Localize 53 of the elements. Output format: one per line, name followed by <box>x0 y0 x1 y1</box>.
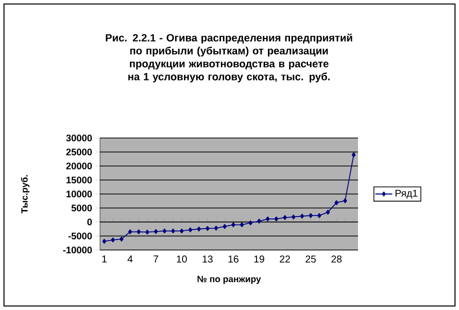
point <box>240 222 244 228</box>
x-axis-title: № по ранжиру <box>198 276 261 284</box>
y-tick-label: 20000 <box>66 162 92 170</box>
point <box>110 237 115 242</box>
x-tick-label: 13 <box>202 256 213 263</box>
point <box>188 227 192 232</box>
y-tick-label: 5000 <box>71 204 92 212</box>
point <box>292 214 296 220</box>
y-tick-label: 30000 <box>66 134 92 142</box>
x-tick-label: 22 <box>280 256 290 262</box>
point <box>136 229 141 234</box>
x-tick-label: 16 <box>228 256 238 263</box>
point <box>222 224 227 229</box>
point <box>214 226 218 231</box>
y-tick-label: 10000 <box>66 190 92 198</box>
point <box>102 238 106 244</box>
point <box>308 213 313 218</box>
point <box>145 230 150 235</box>
point <box>248 220 252 226</box>
point <box>282 215 287 220</box>
y-axis-title: Тыс.руб. <box>20 175 30 214</box>
point <box>120 236 124 242</box>
point <box>300 214 304 219</box>
point <box>231 222 236 228</box>
point <box>352 152 356 158</box>
point <box>171 228 176 234</box>
y-tick-label: 0 <box>87 218 92 226</box>
point <box>257 218 262 224</box>
y-tick-label: 25000 <box>66 148 92 156</box>
point <box>206 226 210 231</box>
x-tick-label: 28 <box>331 256 342 263</box>
point <box>334 200 338 206</box>
x-tick-label: 25 <box>306 256 316 263</box>
point <box>317 213 322 218</box>
y-tick-label: -10000 <box>63 246 92 254</box>
point <box>343 198 348 204</box>
legend-label: Ряд1 <box>396 190 418 199</box>
x-tick-label: 4 <box>128 256 133 262</box>
y-tick-label: -5000 <box>68 232 92 240</box>
point <box>128 229 132 234</box>
x-tick-label: 10 <box>176 256 187 263</box>
point <box>326 210 330 215</box>
point <box>180 228 184 234</box>
point <box>162 228 166 234</box>
y-tick-label: 15000 <box>66 176 92 184</box>
x-tick-label: 1 <box>102 256 107 262</box>
point <box>196 226 201 232</box>
point <box>266 216 270 222</box>
x-tick-label: 7 <box>154 256 158 262</box>
point <box>154 229 158 234</box>
chart-title: Рис. 2.2.1 - Огива распределения предприятий по прибыли (убыткам) от реализации продукции животноводства в расчете на 1 условную голову скота, тыс. руб. <box>106 34 352 82</box>
x-tick-label: 19 <box>254 256 264 263</box>
point <box>274 216 278 222</box>
